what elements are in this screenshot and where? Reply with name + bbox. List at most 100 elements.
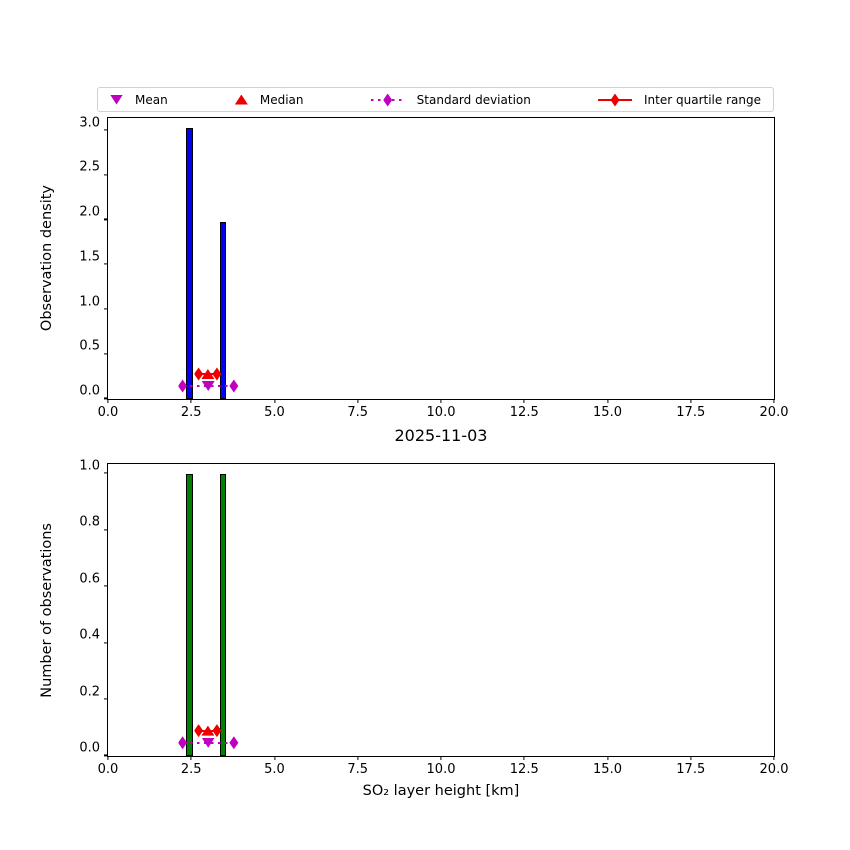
histogram-bar: [219, 473, 227, 756]
std-deviation-marker: [178, 736, 188, 750]
x-tick-label: 15.0: [593, 405, 622, 420]
y-tick: [104, 353, 108, 355]
mean-marker: [201, 381, 215, 392]
x-tick: [606, 399, 609, 403]
y-tick: [104, 472, 108, 474]
x-tick: [690, 756, 692, 760]
y-tick: [104, 754, 108, 756]
y-tick: [104, 263, 108, 265]
legend-label: Inter quartile range: [644, 92, 761, 107]
legend-diamond-icon: [610, 93, 620, 107]
y-tick-label: 0.2: [79, 684, 100, 700]
x-tick: [773, 756, 775, 760]
x-tick-label: 7.5: [347, 405, 369, 420]
y-tick-label: 0.4: [79, 627, 100, 643]
histogram-bar: [186, 127, 193, 399]
x-tick: [357, 399, 359, 403]
x-tick: [107, 756, 109, 760]
y-tick: [104, 529, 108, 531]
y-axis-label-bottom: Number of observations: [36, 463, 58, 757]
x-tick-label: 17.5: [676, 762, 706, 777]
x-tick: [523, 756, 525, 760]
x-tick-label: 15.0: [593, 762, 622, 777]
y-tick: [104, 129, 108, 131]
iqr-marker: [212, 367, 222, 381]
x-tick: [273, 756, 276, 760]
x-tick-label: 10.0: [426, 405, 456, 420]
x-tick-label: 20.0: [759, 762, 789, 777]
y-tick: [104, 698, 108, 700]
x-tick-label: 20.0: [759, 405, 789, 420]
std-deviation-marker: [178, 379, 188, 393]
x-tick-label: 2.5: [180, 762, 202, 777]
median-marker: [201, 368, 215, 379]
y-tick: [104, 174, 108, 176]
y-tick: [104, 308, 108, 310]
mean-legend-icon: [110, 94, 123, 105]
legend: Mean Median Standard deviation Inter quarti…: [97, 87, 774, 112]
x-tick-label: 12.5: [509, 405, 539, 420]
diamond-solid-line-legend-icon: [598, 93, 633, 107]
x-tick: [273, 399, 276, 403]
x-tick-label: 0.0: [97, 405, 119, 420]
legend-item-mean: Mean: [110, 93, 168, 107]
x-axis-label: SO₂ layer height [km]: [362, 783, 520, 799]
x-tick: [690, 399, 692, 403]
x-tick-label: 5.0: [264, 405, 285, 420]
legend-label: Standard deviation: [416, 92, 531, 107]
y-tick-label: 0.5: [79, 338, 100, 354]
y-tick-label: 0.0: [79, 383, 100, 399]
std-deviation-marker: [229, 736, 239, 750]
top-plot: 0.0 2.5 5.0 7.5 10.0 12.5 15.0 17.5 20.0 0.0 0.5 1.…: [79, 115, 788, 420]
subplot-title: 2025-11-03: [394, 426, 488, 445]
x-tick-label: 12.5: [509, 762, 539, 777]
y-tick-label: 1.0: [79, 294, 100, 310]
x-tick: [440, 399, 442, 403]
x-tick-label: 2.5: [180, 405, 202, 420]
bottom-plot: 0.0 2.5 5.0 7.5 10.0 12.5 15.0 17.5 20.0 0.0 0.2 0.…: [79, 458, 788, 777]
y-tick: [104, 218, 108, 221]
x-tick-label: 5.0: [264, 762, 285, 777]
iqr-marker: [194, 367, 204, 381]
median-legend-icon: [234, 94, 248, 105]
x-tick: [773, 399, 775, 403]
x-tick: [107, 399, 109, 403]
iqr-marker: [194, 724, 204, 738]
std-deviation-marker: [229, 379, 239, 393]
histogram-bar: [219, 221, 227, 399]
legend-item-standard-deviation: Standard deviation: [370, 92, 531, 107]
y-tick: [104, 585, 108, 587]
x-tick: [190, 756, 192, 760]
median-marker: [201, 725, 215, 736]
mean-marker: [201, 737, 215, 748]
y-tick-label: 0.8: [79, 514, 100, 530]
x-tick: [606, 756, 609, 760]
x-tick-label: 17.5: [676, 405, 706, 420]
legend-item-inter-quartile-range: Inter quartile range: [598, 93, 761, 107]
legend-label: Mean: [135, 92, 168, 107]
x-tick: [357, 756, 359, 760]
y-axis-label-bottom-text: Number of observations: [39, 522, 55, 698]
y-axis-label-top-text: Observation density: [39, 185, 55, 332]
diamond-dotted-line-legend-icon: [370, 93, 405, 107]
y-tick-label: 2.0: [79, 204, 100, 220]
x-tick-label: 10.0: [426, 762, 456, 777]
y-tick-label: 0.6: [79, 571, 100, 587]
x-tick: [190, 399, 192, 403]
y-tick-label: 2.5: [79, 159, 100, 175]
y-tick-label: 3.0: [79, 115, 100, 131]
histogram-bar: [186, 473, 193, 756]
x-tick: [440, 756, 442, 760]
iqr-marker: [212, 724, 222, 738]
y-tick: [104, 397, 108, 399]
x-tick-label: 7.5: [347, 762, 369, 777]
y-tick: [104, 641, 108, 644]
legend-label: Median: [259, 92, 304, 107]
legend-diamond-icon: [383, 93, 393, 107]
legend-item-median: Median: [234, 92, 304, 107]
x-tick: [523, 399, 525, 403]
y-axis-label-top: Observation density: [36, 117, 58, 400]
y-tick-label: 1.0: [79, 458, 100, 474]
y-tick-label: 1.5: [79, 249, 100, 265]
x-tick-label: 0.0: [97, 762, 119, 777]
